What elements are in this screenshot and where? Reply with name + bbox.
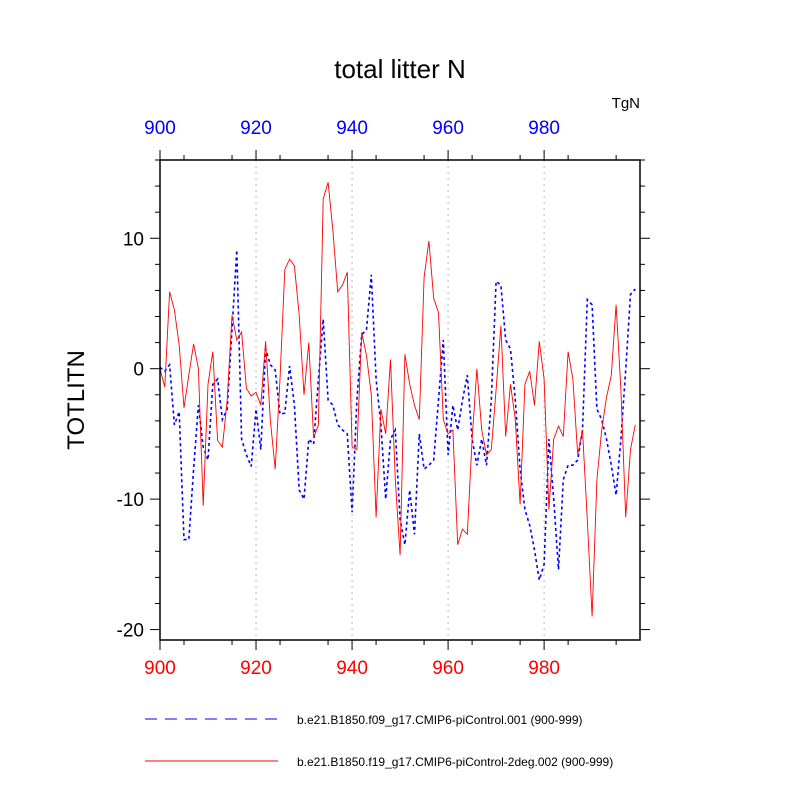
legend: b.e21.B1850.f09_g17.CMIP6-piControl.001 … xyxy=(145,713,613,769)
x-tick-label-bottom: 980 xyxy=(528,658,560,679)
units-label: TgN xyxy=(612,95,640,112)
legend-label-blue: b.e21.B1850.f09_g17.CMIP6-piControl.001 … xyxy=(297,713,583,727)
series-line-red xyxy=(159,182,636,617)
series-line-blue xyxy=(159,249,636,581)
x-tick-label-top: 960 xyxy=(432,118,464,139)
x-tick-label-bottom: 920 xyxy=(240,658,272,679)
plot-frame xyxy=(159,159,641,641)
axis-ticks: 900 900 920 920 940 940 960 960 980 980 10 0 -10 -20 xyxy=(117,118,650,679)
grid-lines xyxy=(255,160,545,640)
chart-title: total litter N xyxy=(334,54,466,84)
x-tick-label-bottom: 960 xyxy=(432,658,464,679)
y-tick-label: 0 xyxy=(133,360,144,381)
legend-label-red: b.e21.B1850.f19_g17.CMIP6-piControl-2deg… xyxy=(297,755,613,769)
series-group xyxy=(159,182,636,617)
x-tick-label-top: 980 xyxy=(528,118,560,139)
y-tick-label: 10 xyxy=(123,229,144,250)
y-axis-label: TOTLITN xyxy=(63,350,90,450)
x-tick-label-top: 920 xyxy=(240,118,272,139)
y-tick-label: -10 xyxy=(117,490,144,511)
x-tick-label-top: 900 xyxy=(144,118,176,139)
x-tick-label-bottom: 900 xyxy=(144,658,176,679)
y-tick-label: -20 xyxy=(117,621,144,642)
x-tick-label-bottom: 940 xyxy=(336,658,368,679)
x-tick-label-top: 940 xyxy=(336,118,368,139)
